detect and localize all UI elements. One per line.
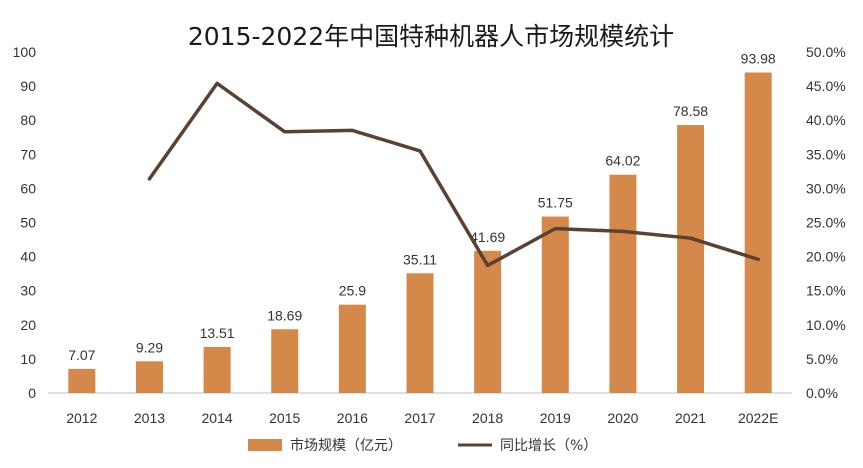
bar [744,72,772,393]
growth-point [689,236,693,240]
bar-data-label: 35.11 [403,251,437,267]
bar [68,368,96,393]
growth-point [283,130,287,134]
x-tick-label: 2016 [337,410,368,426]
bar-data-label: 13.51 [200,325,235,341]
growth-point [147,177,151,181]
y-left-tick-label: 30 [20,283,36,299]
chart-title: 2015-2022年中国特种机器人市场规模统计 [188,22,674,51]
bar-data-label: 51.75 [538,195,573,211]
axes: 0 10 20 30 40 50 60 70 80 90 100 0.0% 5.0% 10.0% 15.0%… [13,44,846,426]
y-left-tick-label: 80 [20,112,36,128]
x-tick-label: 2015 [269,410,300,426]
bar [338,304,366,393]
bar [474,250,502,393]
bar [135,361,163,393]
x-tick-label: 2022E [738,410,778,426]
y-left-tick-label: 100 [13,44,37,60]
y-right-tick-label: 15.0% [806,283,846,299]
bar [677,125,705,393]
y-left-tick-label: 90 [20,78,36,94]
bar-data-label: 18.69 [267,307,302,323]
y-left-tick-label: 10 [20,351,36,367]
bar-data-label: 78.58 [673,103,708,119]
bar-data-labels: 7.07 9.29 13.51 18.69 25.9 35.11 41.69 51.75 64.… [68,51,776,363]
legend-label-market-size: 市场规模（亿元） [290,437,402,454]
line-series [147,81,760,268]
growth-point [418,149,422,153]
y-right-tick-label: 5.0% [806,351,838,367]
y-left-tick-label: 70 [20,146,36,162]
bar-series [68,72,772,393]
legend-label-growth: 同比增长（%） [500,438,597,454]
bar-data-label: 93.98 [741,51,776,67]
legend: 市场规模（亿元） 同比增长（%） [248,437,597,454]
growth-line [147,81,760,268]
y-right-tick-label: 45.0% [806,78,846,94]
y-left-tick-label: 50 [20,215,36,231]
growth-point [350,128,354,132]
bar-data-label: 25.9 [339,283,366,299]
y-left-tick-label: 60 [20,180,36,196]
bar [541,216,569,393]
x-tick-label: 2014 [202,410,233,426]
growth-point [756,257,760,261]
x-tick-label: 2021 [675,410,706,426]
y-right-tick-label: 20.0% [806,249,846,265]
y-left-tick-label: 20 [20,317,36,333]
legend-swatch-market-size [248,439,282,451]
growth-point [215,81,219,85]
bar-data-label: 41.69 [470,229,505,245]
x-tick-label: 2019 [540,410,571,426]
y-right-tick-label: 50.0% [806,44,846,60]
growth-point [553,227,557,231]
x-tick-label: 2012 [66,410,97,426]
y-right-tick-label: 30.0% [806,180,846,196]
bar-data-label: 9.29 [136,339,163,355]
bar [406,273,434,393]
y-right-tick-label: 25.0% [806,215,846,231]
growth-point [486,263,490,267]
y-left-tick-label: 40 [20,249,36,265]
y-right-tick-label: 10.0% [806,317,846,333]
bar [271,329,299,393]
y-left-tick-label: 0 [28,385,36,401]
x-tick-label: 2013 [134,410,165,426]
y-right-tick-label: 35.0% [806,146,846,162]
x-tick-label: 2018 [472,410,503,426]
bar-data-label: 7.07 [68,347,95,363]
bar [203,346,231,393]
growth-point [621,229,625,233]
x-tick-label: 2020 [607,410,638,426]
y-right-tick-label: 40.0% [806,112,846,128]
bar-data-label: 64.02 [605,153,640,169]
y-right-tick-label: 0.0% [806,385,838,401]
x-tick-label: 2017 [404,410,435,426]
bar [609,174,637,393]
